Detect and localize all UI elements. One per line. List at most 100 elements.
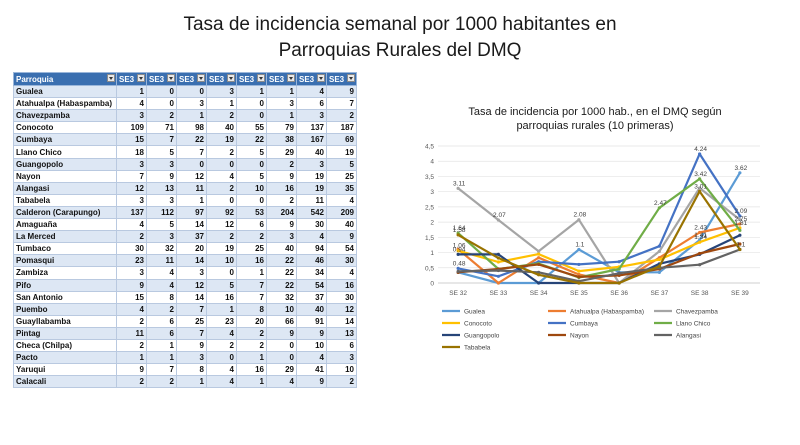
filter-dropdown-icon[interactable] [137,74,145,82]
week-value-cell: 6 [296,97,327,111]
week-value-cell: 11 [146,254,177,268]
week-value-cell: 4 [116,302,147,316]
filter-dropdown-icon[interactable] [167,74,175,82]
y-tick-label: 4,5 [425,144,434,151]
data-point [456,249,460,253]
data-point [698,240,702,244]
parroquia-name-cell: Checa (Chilpa) [13,338,117,353]
table-row: Pacto 1 1 3 0 1 0 4 3 [13,351,357,365]
week-value-cell: 37 [296,290,327,304]
parroquia-name-cell: Guayllabamba [13,314,117,328]
x-tick-label: SE 37 [651,290,669,297]
week-value-cell: 5 [236,169,267,183]
data-point [738,228,742,232]
week-value-cell: 3 [266,230,297,244]
data-point [577,218,581,222]
week-value-cell: 92 [206,205,237,220]
week-value-cell: 1 [266,84,297,99]
table-row: Pomasqui 23 11 14 10 16 22 46 30 [13,254,357,268]
chart-title-line1: Tasa de incidencia por 1000 hab., en el … [468,106,722,118]
parroquia-name-cell: Pacto [13,351,117,365]
filter-dropdown-icon[interactable] [317,74,325,82]
week-value-cell: 16 [206,290,237,304]
week-value-cell: 14 [176,290,207,304]
column-header-week[interactable]: SE3 [116,72,147,86]
data-point [496,281,500,285]
column-header-week[interactable]: SE3 [326,72,357,86]
table-row: Alangasi 12 13 11 2 10 16 19 35 [13,181,357,195]
week-value-cell: 25 [326,169,357,183]
week-value-cell: 2 [206,181,237,195]
data-point [698,251,702,256]
data-point [577,269,581,273]
week-value-cell: 4 [206,375,237,389]
data-label: 3.11 [453,180,466,187]
week-value-cell: 167 [296,133,327,147]
week-value-cell: 12 [176,169,207,183]
week-value-cell: 3 [116,193,147,207]
parroquia-name-cell: Puembo [13,302,117,316]
table-row: Gualea 1 0 0 3 1 1 4 9 [13,84,357,99]
week-value-cell: 16 [236,254,267,268]
parroquia-name-cell: Tumbaco [13,242,117,256]
week-value-cell: 22 [266,278,297,292]
week-value-cell: 7 [326,97,357,111]
data-point [698,189,702,193]
filter-dropdown-icon[interactable] [107,74,115,82]
data-label: 0.48 [453,260,466,267]
data-point [738,218,742,222]
column-header-week[interactable]: SE3 [176,72,207,86]
column-header-label: SE3 [179,74,195,84]
column-header-parroquia[interactable]: Parroquia [13,72,117,86]
week-value-cell: 54 [296,278,327,292]
week-value-cell: 29 [266,145,297,159]
week-value-cell: 11 [116,326,147,340]
week-value-cell: 0 [236,157,267,171]
filter-dropdown-icon[interactable] [257,74,265,82]
week-value-cell: 7 [176,145,207,159]
table-row: Checa (Chilpa) 2 1 9 2 2 0 10 6 [13,338,357,353]
week-value-cell: 0 [236,97,267,111]
week-value-cell: 8 [146,290,177,304]
column-header-week[interactable]: SE3 [236,72,267,86]
column-header-week[interactable]: SE3 [206,72,237,86]
parroquia-name-cell: Pintag [13,326,117,340]
table-row: Calderon (Carapungo) 137 112 97 92 53 204 542 20… [13,205,357,220]
week-value-cell: 2 [146,375,177,389]
week-value-cell: 187 [326,121,357,135]
data-point [537,252,541,256]
week-value-cell: 32 [146,242,177,256]
data-point [537,262,541,267]
data-point [577,281,581,285]
parroquia-name-cell: Pomasqui [13,254,117,268]
legend-label: Guangopolo [464,333,500,340]
y-tick-label: 1,5 [425,235,434,242]
column-header-week[interactable]: SE3 [266,72,297,86]
week-value-cell: 4 [266,375,297,389]
filter-dropdown-icon[interactable] [287,74,295,82]
column-header-week[interactable]: SE3 [296,72,327,86]
week-value-cell: 20 [236,314,267,328]
chart-panel: Tasa de incidencia por 1000 hab., en el … [420,100,770,410]
week-value-cell: 97 [176,205,207,220]
filter-dropdown-icon[interactable] [347,74,355,82]
column-header-label: Parroquia [16,74,54,84]
table-row: Zambiza 3 4 3 0 1 22 34 4 [13,266,357,280]
week-value-cell: 66 [266,314,297,328]
filter-dropdown-icon[interactable] [227,74,235,82]
legend-label: Atahualpa (Habaspamba) [570,309,644,316]
week-value-cell: 3 [146,230,177,244]
week-value-cell: 3 [176,97,207,111]
week-value-cell: 3 [176,266,207,280]
week-value-cell: 0 [176,157,207,171]
legend-label: Conocoto [464,321,492,328]
column-header-label: SE3 [149,74,165,84]
week-value-cell: 16 [326,278,357,292]
series-line-3 [457,186,741,285]
week-value-cell: 7 [176,302,207,316]
week-value-cell: 14 [176,254,207,268]
column-header-week[interactable]: SE3 [146,72,177,86]
data-point [738,222,742,226]
week-value-cell: 12 [206,218,237,232]
filter-dropdown-icon[interactable] [197,74,205,82]
